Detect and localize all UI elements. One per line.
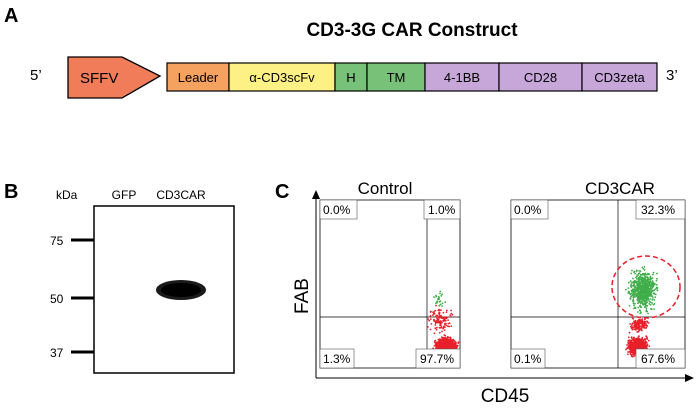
lane-label-gfp: GFP — [112, 188, 137, 202]
flow-axes — [312, 190, 694, 382]
segment-label-1: α-CD3scFv — [249, 70, 315, 85]
plot-title-cd3car: CD3CAR — [585, 179, 655, 198]
marker-50: 50 — [50, 292, 94, 306]
control-q-lower-right: 97.7% — [420, 352, 454, 366]
cd3car-q-upper-left: 0.0% — [514, 203, 542, 217]
construct-segments: Leader α-CD3scFv H TM 4-1BB CD28 CD3zeta — [166, 62, 658, 92]
lane-label-cd3car: CD3CAR — [156, 188, 206, 202]
segment-box-2 — [334, 62, 368, 92]
car-positive-gate — [611, 255, 681, 319]
panel-c-letter: C — [275, 181, 289, 203]
segment-label-0: Leader — [178, 70, 219, 85]
cd3car-q-lower-left: 0.1% — [514, 352, 542, 366]
promoter-arrow-shape — [67, 56, 162, 99]
segment-label-3: TM — [387, 70, 406, 85]
plot-frame-control — [319, 199, 461, 369]
plot-frame-cd3car — [510, 199, 686, 369]
flow-plot-control: 0.0% 1.0% 1.3% 97.7% — [319, 199, 461, 369]
flow-plot-cd3car: 0.0% 32.3% 0.1% 67.6% — [510, 199, 686, 369]
control-q-upper-right: 1.0% — [428, 203, 456, 217]
segment-box-3 — [366, 62, 426, 92]
y-axis-label: FAB — [292, 278, 313, 314]
construct-title: CD3-3G CAR Construct — [306, 20, 518, 41]
segment-label-6: CD3zeta — [594, 70, 645, 85]
promoter-label: SFFV — [80, 70, 118, 87]
control-q-upper-left: 0.0% — [323, 203, 351, 217]
segment-label-5: CD28 — [524, 70, 557, 85]
sffv-promoter: SFFV — [67, 56, 162, 99]
cd3car-band-core — [161, 283, 201, 297]
panel-b-letter: B — [4, 181, 18, 203]
cd3car-q-lower-right: 67.6% — [641, 352, 675, 366]
segment-label-2: H — [346, 70, 355, 85]
control-q-lower-left: 1.3% — [323, 352, 351, 366]
plot-title-control: Control — [358, 179, 413, 198]
segment-box-6 — [581, 62, 658, 92]
segment-box-4 — [424, 62, 500, 92]
segment-box-5 — [498, 62, 583, 92]
marker-label-75: 75 — [50, 234, 64, 248]
segment-label-4: 4-1BB — [444, 70, 480, 85]
marker-label-50: 50 — [50, 292, 64, 306]
marker-37: 37 — [50, 346, 94, 360]
cd3car-q-upper-right: 32.3% — [641, 203, 675, 217]
kda-label: kDa — [56, 188, 78, 202]
marker-label-37: 37 — [50, 346, 64, 360]
x-axis-label: CD45 — [481, 386, 530, 407]
panel-a-letter: A — [4, 5, 18, 27]
three-prime-label: 3’ — [666, 67, 678, 84]
five-prime-label: 5’ — [30, 67, 42, 84]
marker-75: 75 — [50, 234, 94, 248]
segment-box-1 — [228, 62, 336, 92]
